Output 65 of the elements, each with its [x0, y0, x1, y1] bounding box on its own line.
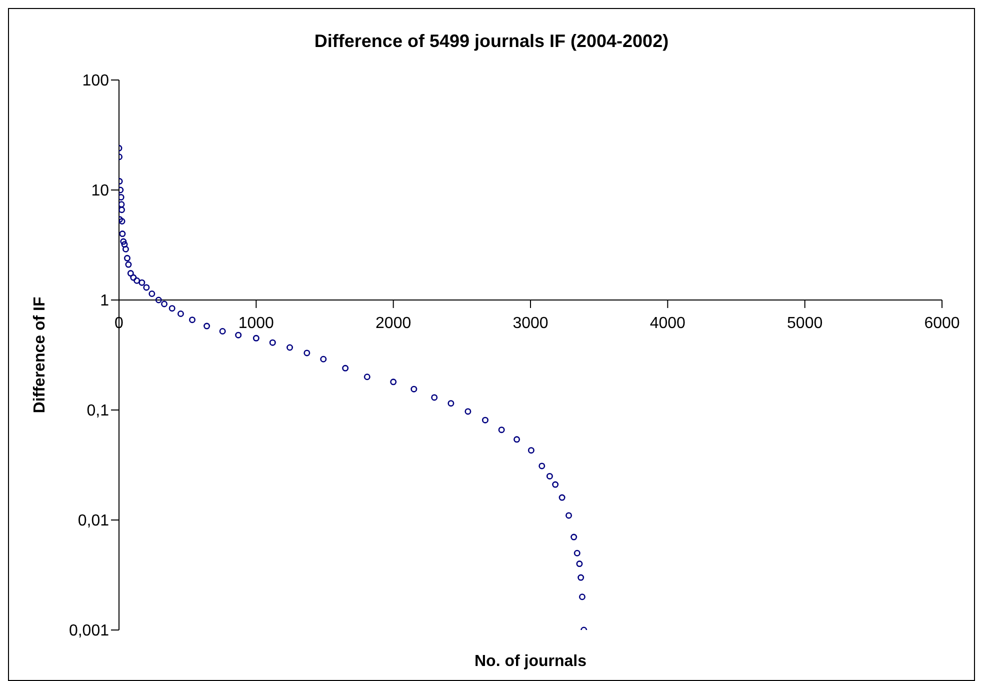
point	[138, 279, 146, 286]
point	[482, 416, 488, 424]
point	[127, 270, 134, 277]
point	[528, 447, 534, 454]
point	[431, 394, 438, 401]
point	[578, 594, 586, 600]
point	[235, 332, 242, 338]
y-tick-label: 0,001	[68, 622, 110, 640]
point	[119, 206, 125, 214]
point	[219, 328, 226, 334]
y-axis-title: Difference of IF	[32, 296, 49, 414]
point	[204, 322, 210, 330]
x-tick-label: 1000	[238, 315, 274, 332]
point	[168, 305, 176, 312]
point	[161, 300, 168, 308]
point	[538, 462, 546, 470]
point	[119, 194, 124, 200]
point	[552, 481, 559, 488]
point	[134, 277, 140, 284]
x-tick-label: 3000	[512, 315, 548, 332]
point	[121, 241, 128, 248]
point	[122, 246, 129, 252]
point	[188, 316, 196, 324]
x-tick-label: 6000	[924, 315, 960, 332]
point	[124, 254, 130, 262]
y-tick-label: 100	[82, 72, 110, 90]
point	[570, 534, 578, 540]
point	[155, 296, 162, 304]
point	[558, 494, 566, 501]
y-tick-label: 1	[100, 292, 110, 310]
x-tick-label: 2000	[376, 315, 412, 332]
point	[574, 550, 580, 556]
point	[364, 374, 370, 380]
point	[119, 230, 126, 238]
point	[464, 408, 472, 415]
x-axis-title: No. of journals	[474, 653, 587, 670]
point	[410, 386, 418, 392]
chart-title: Difference of 5499 journals IF (2004-2002)	[313, 30, 670, 53]
x-tick-label: 4000	[650, 315, 686, 332]
point	[390, 378, 397, 386]
point	[320, 356, 327, 362]
point	[119, 218, 126, 224]
x-tick-label: 5000	[787, 315, 823, 332]
y-tick-label: 10	[91, 182, 110, 200]
point	[252, 334, 260, 342]
point	[269, 339, 276, 346]
point	[514, 436, 520, 443]
point	[566, 512, 572, 519]
point	[177, 310, 184, 317]
y-tick-label: 0,01	[78, 512, 110, 530]
point	[125, 261, 132, 268]
point	[130, 274, 137, 281]
point	[578, 574, 584, 581]
point	[148, 290, 156, 297]
point	[286, 344, 294, 351]
point	[304, 350, 310, 356]
y-tick-label: 0,1	[86, 402, 110, 420]
point	[120, 238, 127, 245]
point	[143, 284, 150, 291]
point	[546, 472, 553, 480]
point	[342, 364, 349, 372]
point	[576, 560, 583, 568]
point	[498, 426, 505, 434]
point	[119, 201, 125, 208]
point	[448, 400, 454, 407]
